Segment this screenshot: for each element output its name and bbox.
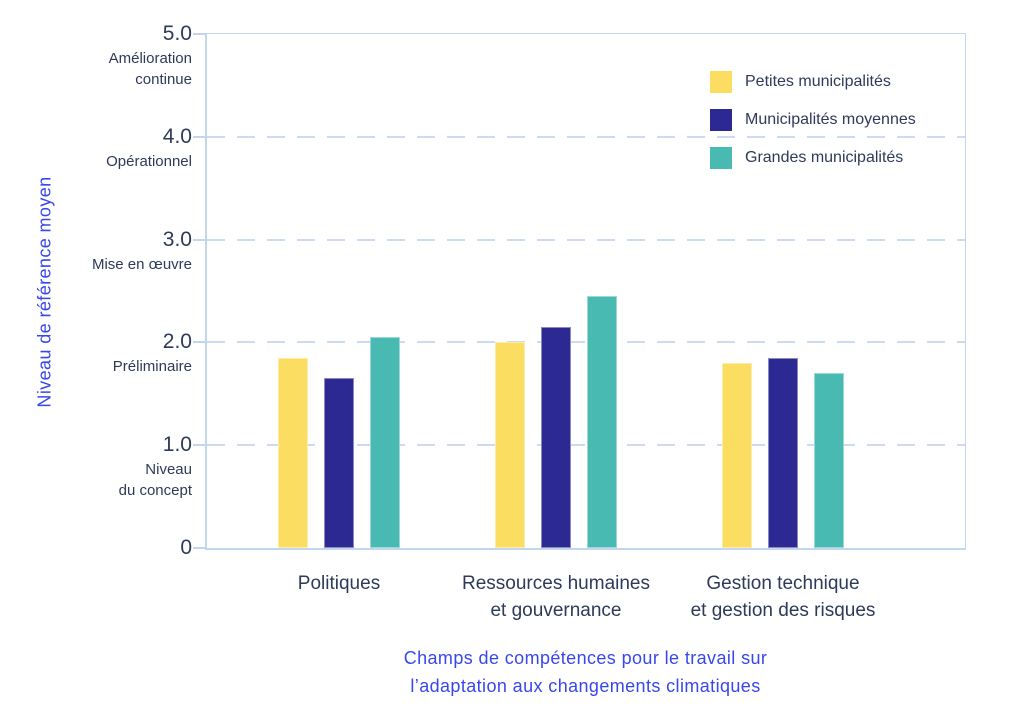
legend-label: Grandes municipalités — [745, 149, 904, 166]
y-level-label-line: Mise en œuvre — [91, 255, 192, 273]
y-level-label-5.0: Amélioration continue — [0, 48, 192, 90]
y-tick-mark-2.0 — [193, 341, 205, 344]
legend-label: Petites municipalités — [745, 73, 891, 90]
x-category-label-line: et gouvernance — [490, 600, 622, 621]
y-tick-label-2.0: 2.0 — [162, 330, 192, 354]
legend: Petites municipalités Municipalités moyen… — [710, 71, 916, 185]
bar-series1-group3 — [722, 362, 752, 548]
y-level-label-line: Préliminaire — [112, 358, 192, 376]
y-tick-label-4.0: 4.0 — [162, 124, 192, 148]
bar-series3-group3 — [814, 373, 844, 548]
y-level-label-line: Opérationnel — [106, 152, 192, 170]
gridline-3.0 — [207, 238, 965, 241]
y-tick-mark-3.0 — [193, 238, 205, 241]
bar-series2-group2 — [541, 326, 571, 548]
y-level-label-3.0: Mise en œuvre — [0, 254, 192, 275]
legend-item-1: Petites municipalités — [710, 71, 916, 93]
y-level-label-line: continue — [135, 71, 192, 88]
x-category-label-line: Ressources humaines — [462, 573, 650, 594]
bar-series2-group3 — [768, 357, 798, 548]
y-level-label-1.0: Niveau du concept — [0, 459, 192, 501]
x-category-label-3: Gestion technique et gestion des risques — [691, 570, 876, 624]
y-level-label-2.0: Préliminaire — [0, 356, 192, 377]
gridline-1.0 — [207, 444, 965, 447]
legend-label: Municipalités moyennes — [745, 111, 916, 128]
y-tick-mark-4.0 — [193, 135, 205, 138]
bar-series1-group1 — [278, 357, 308, 548]
y-tick-label-1.0: 1.0 — [162, 433, 192, 457]
bar-series3-group2 — [587, 296, 617, 548]
y-tick-mark-1.0 — [193, 444, 205, 447]
bar-series3-group1 — [370, 337, 400, 548]
gridline-2.0 — [207, 341, 965, 344]
y-tick-label-3.0: 3.0 — [162, 227, 192, 251]
x-category-label-1: Politiques — [298, 570, 380, 597]
y-tick-mark-5.0 — [193, 33, 205, 35]
legend-swatch-icon — [710, 147, 732, 169]
legend-swatch-icon — [710, 71, 732, 93]
x-axis-title: Champs de compétences pour le travail su… — [205, 644, 966, 700]
plot-area: Petites municipalités Municipalités moyen… — [205, 33, 966, 550]
legend-item-3: Grandes municipalités — [710, 147, 916, 169]
legend-item-2: Municipalités moyennes — [710, 109, 916, 131]
y-level-label-line: du concept — [118, 482, 192, 500]
y-tick-label-5.0: 5.0 — [162, 22, 192, 45]
x-category-label-line: Gestion technique — [706, 573, 860, 594]
y-level-label-line: Amélioration — [108, 50, 192, 67]
x-category-label-line: Politiques — [297, 573, 381, 594]
legend-swatch-icon — [710, 109, 732, 131]
y-level-label-line: Niveau — [145, 461, 192, 479]
y-level-label-4.0: Opérationnel — [0, 151, 192, 172]
y-tick-label-0: 0 — [180, 536, 192, 559]
x-category-label-line: et gestion des risques — [690, 600, 876, 621]
bar-series1-group2 — [495, 342, 525, 548]
y-tick-mark-0 — [193, 547, 205, 549]
x-axis-title-line-2: l’adaptation aux changements climatiques — [410, 676, 761, 696]
bar-series2-group1 — [324, 378, 354, 548]
x-category-label-2: Ressources humaines et gouvernance — [462, 570, 650, 624]
x-axis-title-line-1: Champs de compétences pour le travail su… — [403, 648, 768, 668]
